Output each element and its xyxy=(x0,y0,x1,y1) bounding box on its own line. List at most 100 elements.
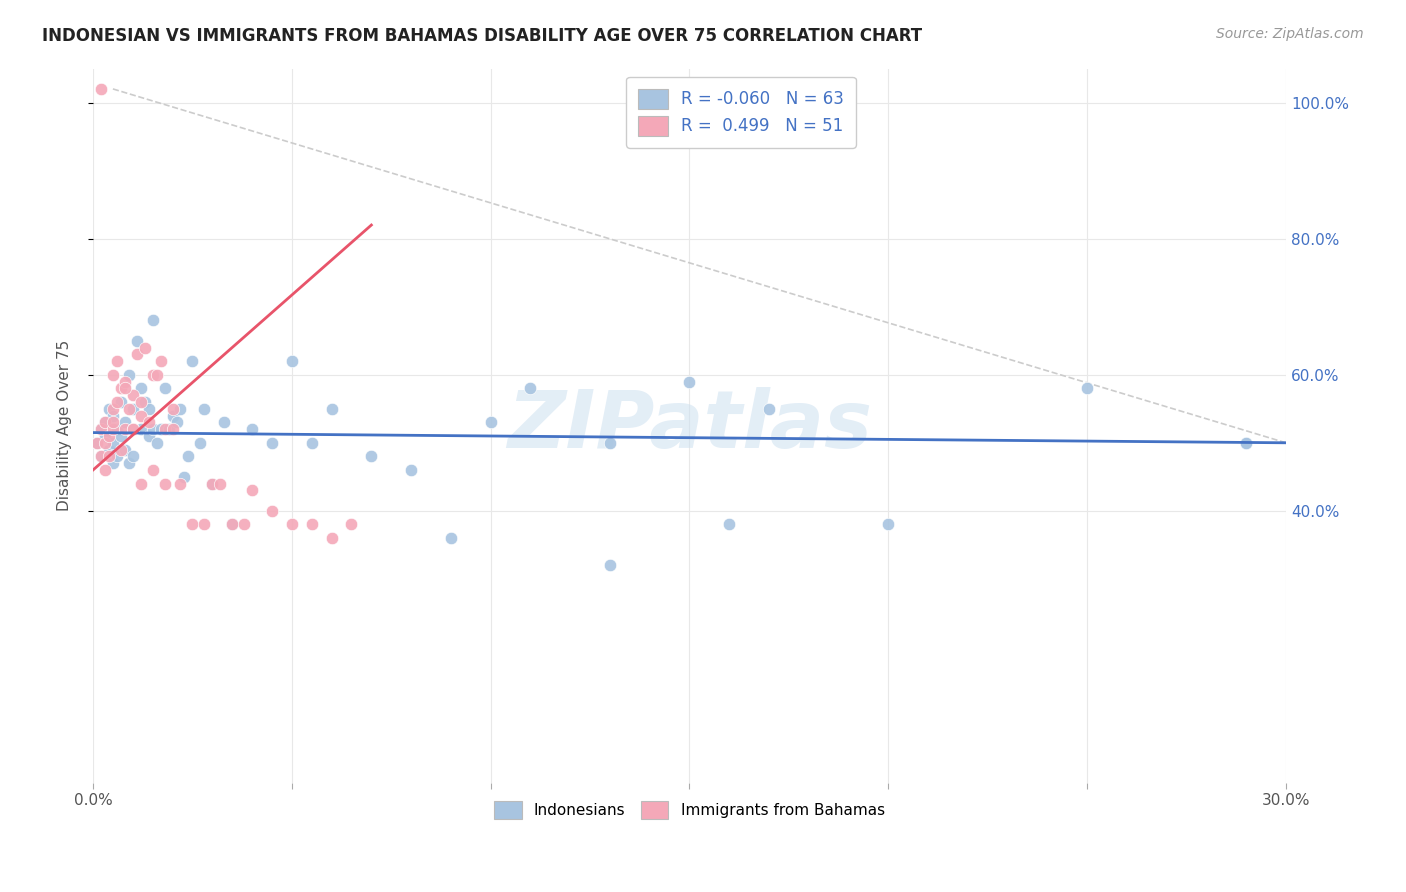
Point xyxy=(321,531,343,545)
Point xyxy=(105,450,128,464)
Point xyxy=(209,476,232,491)
Point xyxy=(118,368,141,382)
Point xyxy=(479,416,502,430)
Point xyxy=(114,375,136,389)
Legend: Indonesians, Immigrants from Bahamas: Indonesians, Immigrants from Bahamas xyxy=(488,795,891,825)
Point xyxy=(599,558,621,573)
Point xyxy=(162,409,184,423)
Point xyxy=(114,416,136,430)
Point xyxy=(94,416,117,430)
Point xyxy=(125,334,148,348)
Point xyxy=(181,354,204,368)
Point xyxy=(121,422,143,436)
Point xyxy=(105,395,128,409)
Point xyxy=(118,456,141,470)
Text: Source: ZipAtlas.com: Source: ZipAtlas.com xyxy=(1216,27,1364,41)
Point xyxy=(201,476,224,491)
Point xyxy=(121,422,143,436)
Point xyxy=(110,381,132,395)
Point xyxy=(110,442,132,457)
Point xyxy=(90,450,112,464)
Point xyxy=(129,395,152,409)
Point xyxy=(260,435,283,450)
Point xyxy=(240,422,263,436)
Point xyxy=(105,422,128,436)
Point xyxy=(301,517,323,532)
Point xyxy=(101,422,124,436)
Point xyxy=(94,416,117,430)
Point xyxy=(758,401,780,416)
Point xyxy=(142,463,165,477)
Point xyxy=(169,401,191,416)
Point xyxy=(129,476,152,491)
Point xyxy=(360,450,382,464)
Point xyxy=(145,368,167,382)
Point xyxy=(134,341,156,355)
Point xyxy=(1234,435,1257,450)
Point xyxy=(193,517,215,532)
Point xyxy=(97,450,120,464)
Text: INDONESIAN VS IMMIGRANTS FROM BAHAMAS DISABILITY AGE OVER 75 CORRELATION CHART: INDONESIAN VS IMMIGRANTS FROM BAHAMAS DI… xyxy=(42,27,922,45)
Point xyxy=(153,476,176,491)
Point xyxy=(281,354,304,368)
Point xyxy=(221,517,243,532)
Point xyxy=(90,82,112,96)
Point xyxy=(90,450,112,464)
Point xyxy=(101,435,124,450)
Point xyxy=(193,401,215,416)
Point xyxy=(101,401,124,416)
Point xyxy=(181,517,204,532)
Point xyxy=(129,381,152,395)
Text: ZIPatlas: ZIPatlas xyxy=(508,387,872,465)
Point xyxy=(340,517,363,532)
Point xyxy=(201,476,224,491)
Point xyxy=(233,517,256,532)
Point xyxy=(877,517,900,532)
Point xyxy=(149,354,172,368)
Point xyxy=(125,347,148,361)
Point xyxy=(321,401,343,416)
Point xyxy=(166,416,188,430)
Point xyxy=(110,429,132,443)
Point xyxy=(114,442,136,457)
Point xyxy=(86,435,108,450)
Point xyxy=(142,422,165,436)
Point xyxy=(121,401,143,416)
Point xyxy=(129,422,152,436)
Point xyxy=(169,476,191,491)
Point xyxy=(162,401,184,416)
Point xyxy=(281,517,304,532)
Point xyxy=(94,435,117,450)
Point xyxy=(221,517,243,532)
Point xyxy=(301,435,323,450)
Point xyxy=(101,456,124,470)
Point xyxy=(121,450,143,464)
Point xyxy=(142,368,165,382)
Point xyxy=(145,435,167,450)
Point xyxy=(138,401,160,416)
Point xyxy=(90,422,112,436)
Point xyxy=(101,409,124,423)
Point xyxy=(138,429,160,443)
Point xyxy=(153,381,176,395)
Point xyxy=(190,435,212,450)
Point xyxy=(177,450,200,464)
Point xyxy=(97,429,120,443)
Point xyxy=(153,422,176,436)
Point xyxy=(90,422,112,436)
Point xyxy=(114,381,136,395)
Point xyxy=(121,388,143,402)
Point xyxy=(399,463,422,477)
Point xyxy=(94,429,117,443)
Point xyxy=(440,531,463,545)
Point xyxy=(110,395,132,409)
Point xyxy=(162,422,184,436)
Point xyxy=(599,435,621,450)
Point xyxy=(114,422,136,436)
Point xyxy=(260,504,283,518)
Point xyxy=(519,381,541,395)
Point xyxy=(212,416,235,430)
Point xyxy=(718,517,741,532)
Point xyxy=(101,368,124,382)
Point xyxy=(157,422,180,436)
